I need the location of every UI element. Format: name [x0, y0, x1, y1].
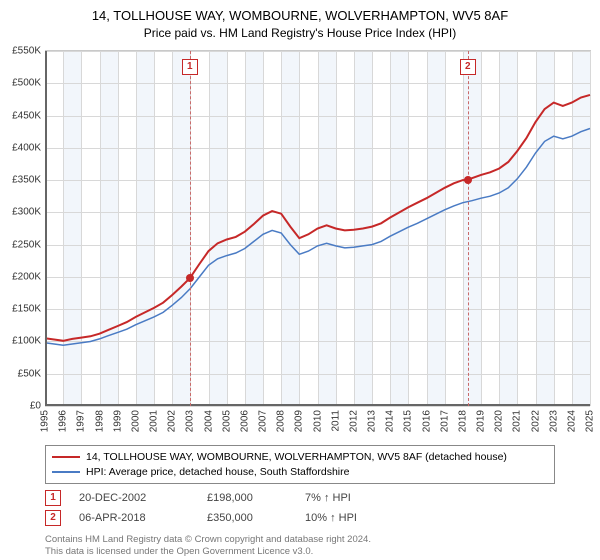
sale-price: £350,000: [207, 512, 287, 524]
x-tick-label: 2007: [258, 410, 269, 432]
marker-line: [190, 51, 191, 406]
sale-delta: 10% ↑ HPI: [305, 512, 395, 524]
x-tick-label: 1996: [58, 410, 69, 432]
series-line: [45, 95, 590, 341]
sale-date: 06-APR-2018: [79, 512, 189, 524]
y-tick-label: £450K: [12, 110, 41, 121]
marker-dot: [186, 274, 194, 282]
x-tick-label: 1999: [112, 410, 123, 432]
x-tick-label: 1997: [76, 410, 87, 432]
y-tick-label: £200K: [12, 271, 41, 282]
legend-row: HPI: Average price, detached house, Sout…: [52, 465, 548, 480]
sale-marker-box: 2: [45, 510, 61, 526]
footer-text: Contains HM Land Registry data © Crown c…: [45, 534, 371, 558]
sales-block: 1 20-DEC-2002 £198,000 7% ↑ HPI 2 06-APR-2018…: [45, 490, 555, 530]
legend-row: 14, TOLLHOUSE WAY, WOMBOURNE, WOLVERHAMP…: [52, 450, 548, 465]
x-tick-label: 2020: [494, 410, 505, 432]
chart-subtitle: Price paid vs. HM Land Registry's House …: [0, 25, 600, 40]
x-axis-line: [45, 404, 590, 406]
marker-dot: [464, 176, 472, 184]
marker-line: [468, 51, 469, 406]
marker-box: 1: [182, 59, 198, 75]
footer-line-2: This data is licensed under the Open Gov…: [45, 546, 371, 558]
x-tick-label: 2009: [294, 410, 305, 432]
x-tick-label: 2023: [548, 410, 559, 432]
y-tick-label: £550K: [12, 46, 41, 57]
x-tick-label: 2022: [530, 410, 541, 432]
x-tick-label: 2013: [367, 410, 378, 432]
marker-box: 2: [460, 59, 476, 75]
x-tick-label: 2003: [185, 410, 196, 432]
legend-swatch: [52, 471, 80, 473]
x-tick-label: 2017: [439, 410, 450, 432]
y-tick-label: £500K: [12, 78, 41, 89]
x-tick-label: 1998: [94, 410, 105, 432]
x-tick-label: 2014: [385, 410, 396, 432]
y-tick-label: £400K: [12, 142, 41, 153]
x-tick-label: 2025: [585, 410, 596, 432]
x-tick-label: 2008: [276, 410, 287, 432]
y-tick-label: £350K: [12, 175, 41, 186]
grid-h: [45, 406, 590, 407]
x-tick-label: 2001: [149, 410, 160, 432]
y-tick-label: £300K: [12, 207, 41, 218]
sale-row: 2 06-APR-2018 £350,000 10% ↑ HPI: [45, 510, 555, 526]
line-series-svg: [45, 51, 590, 406]
x-tick-label: 2006: [239, 410, 250, 432]
sale-row: 1 20-DEC-2002 £198,000 7% ↑ HPI: [45, 490, 555, 506]
sale-marker-box: 1: [45, 490, 61, 506]
legend-box: 14, TOLLHOUSE WAY, WOMBOURNE, WOLVERHAMP…: [45, 445, 555, 484]
grid-v: [590, 51, 591, 406]
footer-line-1: Contains HM Land Registry data © Crown c…: [45, 534, 371, 546]
y-axis-line: [45, 51, 47, 406]
y-tick-label: £150K: [12, 304, 41, 315]
x-tick-label: 2005: [221, 410, 232, 432]
legend-label: HPI: Average price, detached house, Sout…: [86, 465, 349, 480]
x-tick-label: 2011: [330, 410, 341, 432]
x-tick-label: 2012: [348, 410, 359, 432]
y-tick-label: £250K: [12, 239, 41, 250]
sale-delta: 7% ↑ HPI: [305, 492, 395, 504]
x-tick-label: 2018: [457, 410, 468, 432]
y-tick-label: £50K: [18, 368, 41, 379]
x-tick-label: 2016: [421, 410, 432, 432]
chart-title: 14, TOLLHOUSE WAY, WOMBOURNE, WOLVERHAMP…: [0, 0, 600, 25]
x-tick-label: 2010: [312, 410, 323, 432]
x-tick-label: 2019: [476, 410, 487, 432]
legend-label: 14, TOLLHOUSE WAY, WOMBOURNE, WOLVERHAMP…: [86, 450, 507, 465]
x-tick-label: 1995: [40, 410, 51, 432]
x-tick-label: 2021: [512, 410, 523, 432]
legend-swatch: [52, 456, 80, 458]
sale-date: 20-DEC-2002: [79, 492, 189, 504]
x-tick-label: 2002: [167, 410, 178, 432]
chart-container: 14, TOLLHOUSE WAY, WOMBOURNE, WOLVERHAMP…: [0, 0, 600, 560]
x-tick-label: 2024: [566, 410, 577, 432]
x-tick-label: 2000: [130, 410, 141, 432]
chart-plot-area: £0£50K£100K£150K£200K£250K£300K£350K£400…: [45, 50, 591, 406]
x-tick-label: 2015: [403, 410, 414, 432]
y-tick-label: £100K: [12, 336, 41, 347]
sale-price: £198,000: [207, 492, 287, 504]
x-tick-label: 2004: [203, 410, 214, 432]
